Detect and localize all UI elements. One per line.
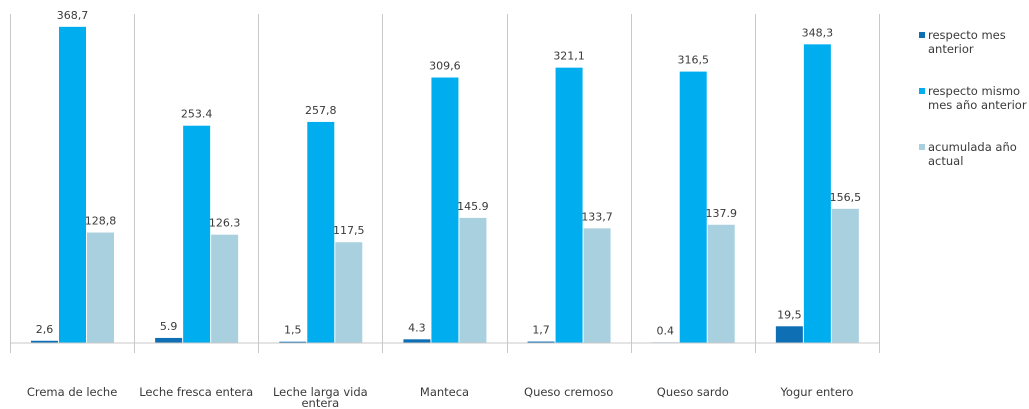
- data-label: 368,7: [57, 9, 89, 22]
- category-label: Crema de leche: [27, 385, 117, 399]
- category-labels: Crema de leche Leche fresca entera Leche l…: [27, 385, 854, 409]
- bar: [403, 339, 431, 343]
- category-label: entera: [301, 396, 339, 409]
- category-label: Leche fresca entera: [139, 385, 253, 399]
- bars: [31, 26, 859, 344]
- legend-swatch: [919, 144, 925, 150]
- data-label: 137.9: [705, 207, 737, 220]
- bar: [527, 341, 555, 343]
- data-label: 321,1: [553, 50, 585, 63]
- data-label: 117,5: [333, 224, 365, 237]
- data-label: 257,8: [305, 104, 337, 117]
- bar: [59, 26, 86, 343]
- bar: [87, 232, 114, 343]
- data-label: 309,6: [429, 60, 461, 73]
- data-label: 1,7: [532, 324, 550, 337]
- data-labels: 2,6 368,7 128,8 5.9 253.4 126.3 1,5 257,8 117,5 4…: [36, 9, 861, 338]
- bar: [279, 341, 307, 343]
- bar: [459, 217, 487, 343]
- bar: [31, 340, 58, 343]
- legend-item-respecto-mes-anterior: respecto mes anterior: [919, 28, 1028, 56]
- legend-item-respecto-mismo-mes-ano-anterior: respecto mismo mes año anterior: [919, 84, 1028, 112]
- data-label: 348,3: [802, 26, 834, 39]
- legend-label: respecto mismo mes año anterior: [928, 84, 1027, 112]
- category-dividers: [10, 14, 880, 353]
- bar: [679, 71, 707, 343]
- data-label: 4.3: [408, 321, 426, 334]
- data-label: 0.4: [656, 324, 674, 337]
- data-label: 19,5: [777, 308, 802, 321]
- data-label: 2,6: [36, 323, 54, 336]
- legend-label: acumulada año actual: [928, 140, 1017, 168]
- bar: [803, 44, 831, 343]
- bar: [211, 234, 239, 343]
- legend-label: respecto mes anterior: [928, 28, 1006, 56]
- category-label: Leche larga vida: [273, 385, 368, 399]
- bar: [183, 125, 211, 343]
- bar: [555, 67, 583, 344]
- bar: [431, 77, 459, 343]
- data-label: 156,5: [830, 191, 862, 204]
- category-label: Manteca: [420, 385, 469, 399]
- bar: [583, 228, 611, 343]
- data-label: 253.4: [181, 108, 213, 121]
- bar: [155, 337, 183, 343]
- bar: [307, 121, 335, 344]
- data-label: 128,8: [85, 215, 117, 228]
- legend-swatch: [919, 88, 925, 94]
- category-label: Queso sardo: [657, 385, 729, 399]
- data-label: 126.3: [209, 217, 241, 230]
- data-label: 316,5: [677, 54, 709, 67]
- bar: [335, 242, 363, 343]
- data-label: 145.9: [457, 200, 489, 213]
- data-label: 1,5: [284, 324, 302, 337]
- data-label: 133,7: [581, 210, 613, 223]
- bar: [831, 208, 859, 343]
- category-label: Queso cremoso: [524, 385, 613, 399]
- legend-swatch: [919, 32, 925, 38]
- bar: [707, 224, 735, 343]
- category-label: Yogur entero: [779, 385, 853, 399]
- legend-item-acumulada-ano-actual: acumulada año actual: [919, 140, 1028, 168]
- bar: [775, 326, 803, 343]
- data-label: 5.9: [160, 320, 178, 333]
